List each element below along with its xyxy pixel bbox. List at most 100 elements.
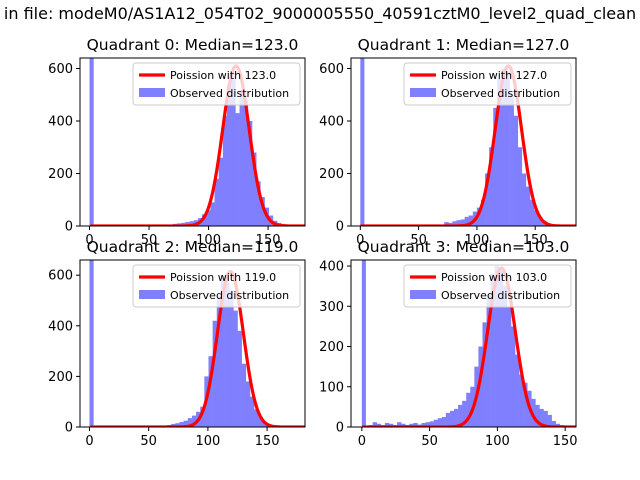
histogram-bar [218,157,224,226]
x-tick-label: 50 [421,434,438,449]
histogram-bar [421,422,426,427]
histogram-bar [525,186,531,226]
histogram-bar [502,286,508,427]
histogram-bar [444,222,449,226]
figure-suptitle: in file: modeM0/AS1A12_054T02_9000005550… [3,4,637,23]
histogram-bar [538,216,543,226]
histogram-bar [231,73,236,226]
histogram-bar [179,421,184,427]
histogram-bar [237,330,242,427]
histogram-bar [388,423,394,427]
axes-frame [350,259,577,428]
histogram-bar [494,266,500,427]
panel-1: 0 50 100 150 0 200 400 600 Quadrant 1: Median=12… [319,36,577,248]
histogram-bar [466,392,471,427]
axes-frame [350,57,577,227]
histogram-bar [519,374,524,427]
histogram-bar [233,310,238,427]
legend-bar-swatch [139,88,165,97]
histogram-bar [478,346,483,427]
panel-3: 0 50 100 150 0 100 200 300 400 Quadrant 3: Median… [319,238,577,449]
histogram-bar [413,422,418,427]
histogram-bar [521,173,527,226]
y-tick-label: 400 [319,260,344,275]
histogram-bar [505,71,510,226]
y-tick-label: 200 [319,167,344,182]
histogram-bar [247,121,253,226]
histogram-bar-spike [89,260,94,427]
histogram-bar [501,68,506,226]
histogram-bar [227,84,232,226]
legend-label-observed: Observed distribution [170,289,289,302]
y-tick-label: 600 [48,269,73,284]
histogram-bar [229,290,234,427]
histogram-bar [433,419,439,427]
histogram-bar [460,219,465,226]
histogram-bar [441,416,447,427]
legend-label-poisson: Poission with 119.0 [170,271,276,284]
histogram-bar [509,94,514,226]
histogram-bar [551,420,556,427]
y-tick-label: 200 [48,167,73,182]
histogram-bar [220,275,226,427]
histogram-bar-spike [360,58,365,226]
x-tick-label: 100 [195,434,220,449]
histogram-bar [486,294,491,427]
y-tick-label: 0 [65,220,73,235]
x-tick-label: 100 [196,233,221,248]
histogram-bar [222,115,228,226]
histogram-bar [458,404,463,427]
histogram-bar [376,423,382,427]
histogram-bar [425,422,430,427]
panel-title: Quadrant 3: Median=103.0 [358,238,570,256]
x-tick-label: 100 [464,233,489,248]
histogram-bar [202,214,207,226]
legend-label-poisson: Poission with 123.0 [170,69,276,82]
x-tick-label: 150 [553,434,578,449]
x-tick-label: 50 [410,233,427,248]
poisson-curve [361,266,576,427]
panel-title: Quadrant 1: Median=127.0 [358,36,570,54]
histogram-bar [535,404,540,427]
axes-frame [79,57,306,227]
histogram-bar [212,320,218,427]
y-tick-label: 400 [319,115,344,130]
y-tick-label: 600 [319,62,344,77]
histogram-bar [449,410,455,427]
y-tick-label: 300 [319,300,344,315]
panel-0: 0 50 100 150 0 200 400 600 Quadrant 0: Median=12… [48,36,306,248]
histogram-bar [187,418,193,427]
histogram-bar [506,306,512,427]
histogram-bar [452,221,457,226]
histogram-bar [517,147,523,226]
x-tick-label: 0 [358,434,366,449]
histogram-bar [216,295,222,427]
histogram-bar [256,181,261,226]
histogram-bar [468,215,474,226]
histogram-bar [529,199,535,226]
plot-area [89,260,305,427]
plot-area [89,58,305,226]
histogram-bar [534,210,539,226]
axes-frame [79,259,306,428]
x-tick-label: 150 [255,434,280,449]
histogram-bar [543,410,548,427]
legend-box [132,62,301,106]
histogram-bar [214,178,219,226]
histogram-bar [445,412,451,427]
histogram-bar [225,282,230,427]
histogram-bar [384,422,390,427]
histogram-bar [262,421,267,427]
x-tick-label: 100 [485,434,510,449]
histogram-bar [476,207,482,226]
histogram-bar [258,416,263,427]
histogram-bar-spike [361,260,366,427]
histogram-bar [243,100,249,226]
legend-bar-swatch [410,290,436,299]
legend-box [132,264,301,308]
legend-label-observed: Observed distribution [170,87,289,100]
histogram-bar [175,423,180,427]
panel-title: Quadrant 0: Median=123.0 [87,36,299,54]
plot-area [359,58,576,226]
